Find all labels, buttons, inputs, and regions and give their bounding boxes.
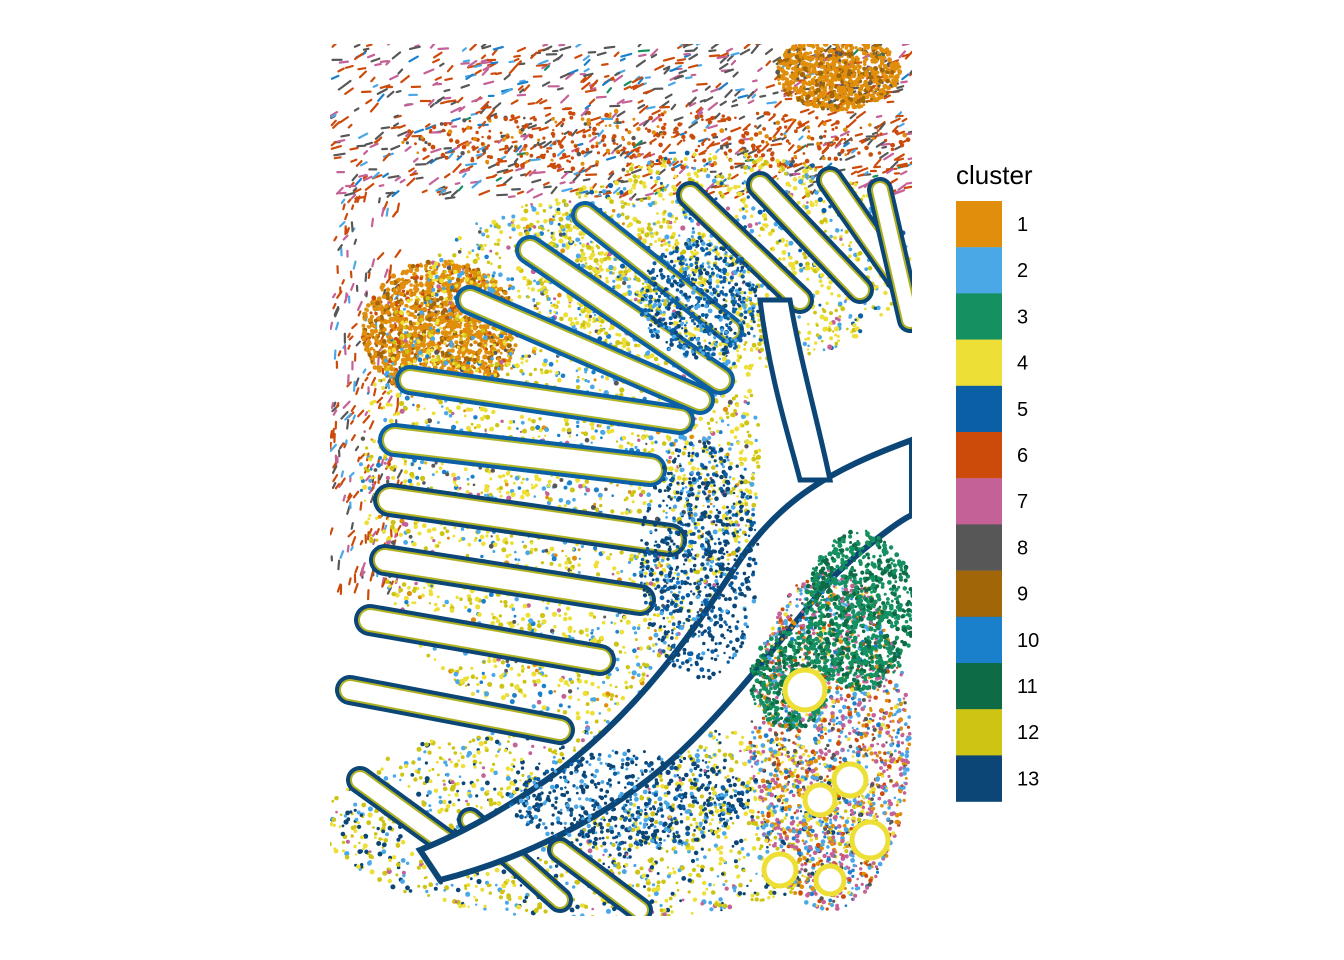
legend-label-12: 12 <box>1017 722 1039 744</box>
legend-label-7: 7 <box>1017 491 1028 513</box>
cell-cluster <box>748 568 912 911</box>
crypt <box>369 544 656 616</box>
legend-label-5: 5 <box>1017 399 1028 421</box>
legend-label-11: 11 <box>1017 676 1038 698</box>
crypt <box>571 201 744 344</box>
legend-label-9: 9 <box>1017 584 1028 606</box>
legend-label-4: 4 <box>1017 353 1028 375</box>
legend-label-3: 3 <box>1017 306 1028 328</box>
crypt <box>354 604 616 676</box>
crypt <box>746 171 874 304</box>
crypt <box>378 423 667 487</box>
legend-label-8: 8 <box>1017 537 1028 559</box>
crypt <box>455 285 715 415</box>
crypt <box>676 181 814 314</box>
legend-key-8 <box>956 524 1002 571</box>
legend-key-10 <box>956 616 1002 664</box>
crypt <box>335 675 575 745</box>
cell-cluster <box>775 44 903 113</box>
legend-key-4 <box>956 339 1002 386</box>
cell-cluster <box>638 441 760 680</box>
legend-label-1: 1 <box>1017 214 1028 236</box>
legend-key-12 <box>956 709 1002 756</box>
legend-key-3 <box>956 293 1002 340</box>
crypt <box>867 177 912 333</box>
legend-key-11 <box>956 663 1002 710</box>
legend-label-2: 2 <box>1017 260 1028 282</box>
legend-key-5 <box>956 385 1002 433</box>
cell-cluster <box>509 748 751 852</box>
cell-cluster <box>804 529 912 692</box>
crypt <box>395 365 695 435</box>
crypt <box>547 837 653 916</box>
legend-key-9 <box>956 570 1002 617</box>
cell-cluster <box>639 239 760 361</box>
crypt <box>515 235 735 395</box>
legend-label-10: 10 <box>1017 630 1039 652</box>
legend-key-2 <box>956 247 1002 294</box>
legend-label-13: 13 <box>1017 768 1039 790</box>
legend-title: cluster <box>956 160 1033 190</box>
legend-key-6 <box>956 432 1002 479</box>
cell-cluster <box>749 629 832 730</box>
crypt <box>373 483 687 557</box>
legend-key-1 <box>956 201 1002 248</box>
legend-label-6: 6 <box>1017 445 1028 467</box>
legend-key-13 <box>956 755 1002 802</box>
legend-key-7 <box>956 478 1002 525</box>
cell-cluster <box>401 108 911 172</box>
tissue-cells <box>330 44 912 916</box>
